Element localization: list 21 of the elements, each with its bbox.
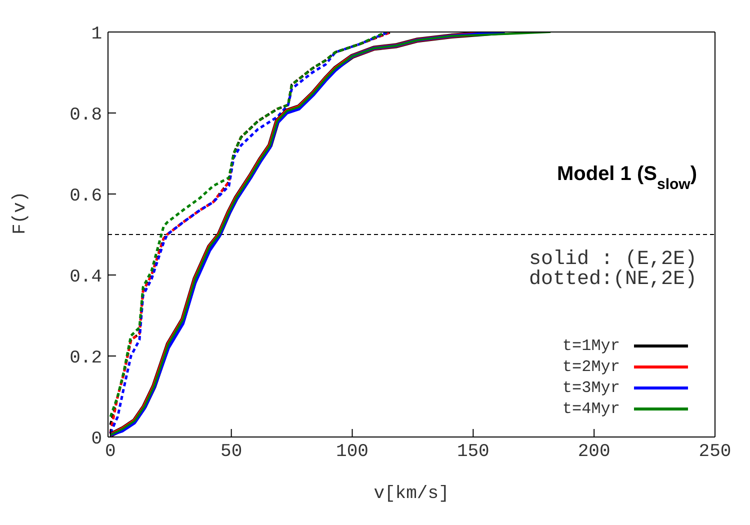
y-tick-label: 0.6	[70, 186, 102, 206]
y-tick-label: 1	[91, 24, 102, 44]
x-tick-label: 100	[336, 442, 368, 462]
note: Model 1 (S$_{slow}$)	[556, 163, 697, 192]
legend-label: t=3Myr	[562, 378, 620, 396]
x-tick-label: 250	[698, 442, 732, 462]
x-axis-title: v[km/s]	[374, 484, 450, 504]
y-tick-label: 0	[91, 429, 102, 450]
legend-label: t=1Myr	[562, 336, 620, 354]
y-tick-label: 0.2	[70, 348, 102, 368]
x-tick-label: 150	[456, 442, 490, 462]
legend-label: t=4Myr	[562, 400, 620, 418]
x-tick-label: 200	[578, 442, 610, 462]
x-tick-label: 0	[105, 442, 116, 462]
legend-label: t=2Myr	[562, 358, 620, 376]
note: dotted:(NE,2E)	[528, 268, 697, 291]
y-tick-label: 0.4	[70, 267, 102, 288]
y-axis-title: F(v)	[10, 191, 30, 234]
note: solid : (E,2E)	[528, 248, 697, 271]
x-tick-label: 50	[220, 442, 242, 462]
y-tick-label: 0.8	[70, 105, 102, 126]
